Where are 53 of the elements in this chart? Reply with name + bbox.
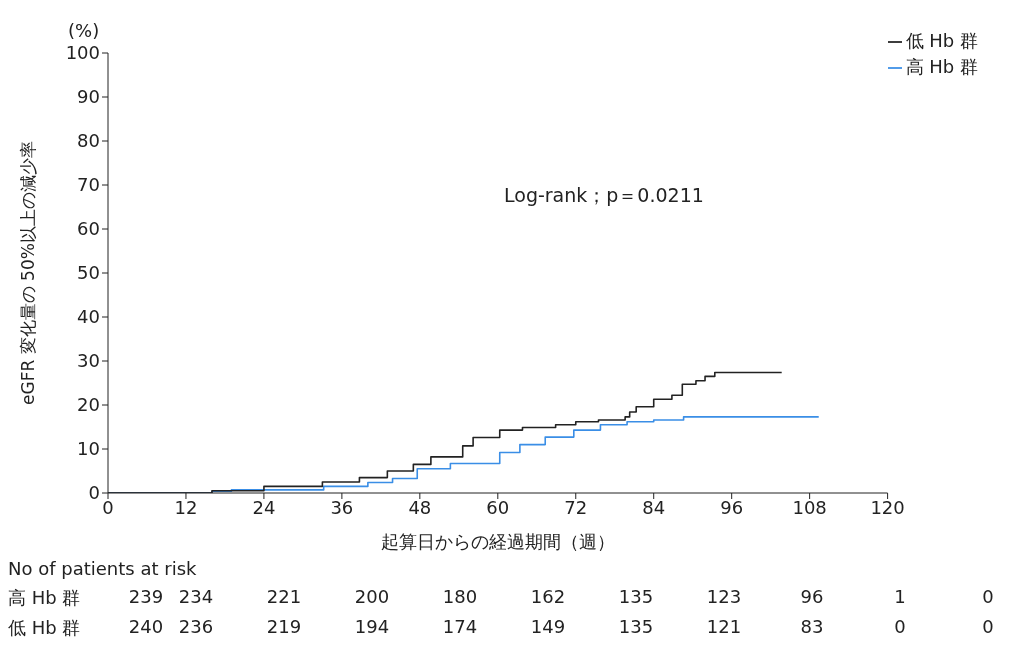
- text: 135: [617, 616, 655, 637]
- x-axis-title: 起算日からの経過期間（週）: [380, 531, 615, 552]
- x-tick-label: 72: [564, 496, 588, 518]
- text: 低 Hb 群: [8, 616, 81, 640]
- y-tick-label: 0: [88, 482, 100, 504]
- legend-label: 低 Hb 群: [905, 30, 978, 51]
- y-tick-label: 10: [77, 438, 100, 460]
- y-tick-label: 30: [77, 350, 100, 372]
- text: (%): [68, 20, 100, 41]
- x-tick-label: 60: [486, 496, 510, 518]
- text: 162: [529, 586, 567, 607]
- x-tick-label: 0: [102, 496, 114, 518]
- x-tick-label: 24: [252, 496, 276, 518]
- text: 174: [441, 616, 479, 637]
- text: 221: [265, 586, 303, 607]
- text: 239: [127, 586, 165, 607]
- y-tick-label: 80: [77, 130, 100, 152]
- y-tick-label: 50: [77, 262, 100, 284]
- text: 135: [617, 586, 655, 607]
- x-tick-label: 12: [174, 496, 198, 518]
- x-tick-label: 84: [642, 496, 666, 518]
- x-tick-label: 96: [720, 496, 744, 518]
- text: 121: [705, 616, 743, 637]
- y-tick-label: 40: [77, 306, 100, 328]
- text: 83: [799, 616, 825, 637]
- text: 200: [353, 586, 391, 607]
- text: 高 Hb 群: [8, 586, 81, 610]
- text: 240: [127, 616, 165, 637]
- text: 234: [177, 586, 215, 607]
- text: 0: [893, 616, 907, 637]
- y-axis-title: eGFR 変化量の 50%以上の減少率: [18, 141, 39, 405]
- y-tick-label: 60: [77, 218, 100, 240]
- text: 0: [981, 616, 995, 637]
- y-tick-label: 90: [77, 86, 100, 108]
- text: 236: [177, 616, 215, 637]
- annotation: Log-rank；p＝0.0211: [504, 183, 704, 208]
- text: No of patients at risk: [8, 558, 197, 579]
- text: 123: [705, 586, 743, 607]
- text: 219: [265, 616, 303, 637]
- x-tick-label: 48: [408, 496, 432, 518]
- text: 96: [799, 586, 825, 607]
- x-tick-label: 36: [330, 496, 354, 518]
- text: 0: [981, 586, 995, 607]
- x-tick-label: 108: [792, 496, 827, 518]
- y-tick-label: 70: [77, 174, 100, 196]
- text: 194: [353, 616, 391, 637]
- legend-label: 高 Hb 群: [905, 56, 978, 77]
- text: 180: [441, 586, 479, 607]
- text: 1: [893, 586, 907, 607]
- text: 149: [529, 616, 567, 637]
- y-tick-label: 20: [77, 394, 100, 416]
- y-tick-label: 100: [65, 42, 100, 64]
- x-tick-label: 120: [870, 496, 905, 518]
